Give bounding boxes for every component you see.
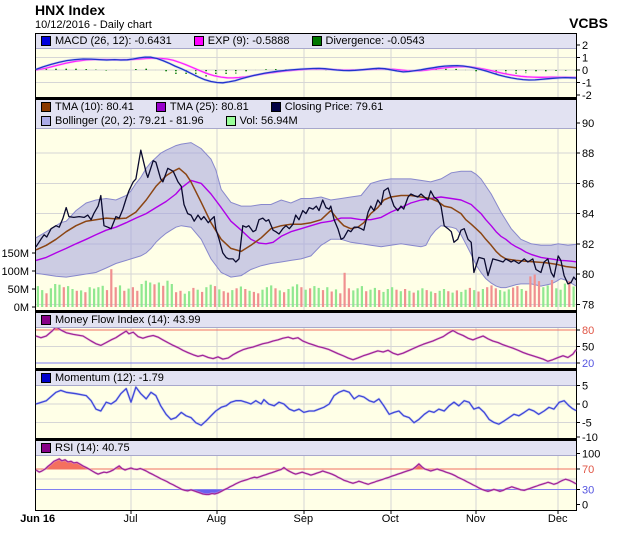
svg-text:0: 0 <box>582 65 588 77</box>
rsi-series-swatch-icon <box>41 443 51 453</box>
tma25-series-label: TMA (25): 80.81 <box>169 101 249 113</box>
macd-legend-row: MACD (26, 12): -0.6431 EXP (9): -0.5888 Di… <box>36 34 576 48</box>
macd-panel: 2 1 0 -1 -2 MACD (26, 12): -0.6431 EXP (9): -… <box>35 34 592 102</box>
panel-divider <box>36 310 576 313</box>
mfi-series: Money Flow Index (14): 43.99 <box>41 314 201 326</box>
tma25-series: TMA (25): 80.81 <box>155 101 249 113</box>
volume-series: Vol: 56.94M <box>225 115 298 127</box>
svg-text:78: 78 <box>582 299 594 311</box>
exp-series-label: EXP (9): -0.5888 <box>207 35 290 47</box>
svg-text:50M: 50M <box>8 284 29 296</box>
mfi-legend-row: Money Flow Index (14): 43.99 <box>36 313 576 327</box>
exp-series-swatch-icon <box>193 36 204 46</box>
svg-text:5: 5 <box>582 381 588 393</box>
svg-text:84: 84 <box>582 209 594 221</box>
svg-text:80: 80 <box>582 269 594 281</box>
closing-price-series: Closing Price: 79.61 <box>270 101 384 113</box>
svg-text:-2: -2 <box>582 90 592 102</box>
macd-series-label: MACD (26, 12): -0.6431 <box>55 35 172 47</box>
closing-price-series-swatch-icon <box>270 102 281 112</box>
svg-text:100: 100 <box>582 449 600 461</box>
mfi-series-label: Money Flow Index (14): 43.99 <box>55 314 201 326</box>
x-axis-label-jun-16: Jun 16 <box>20 513 56 525</box>
tma10-series-swatch-icon <box>41 102 51 112</box>
mfi-series-swatch-icon <box>41 315 51 325</box>
volume-series-swatch-icon <box>225 116 236 126</box>
svg-text:-10: -10 <box>582 432 598 444</box>
closing-price-series-label: Closing Price: 79.61 <box>284 101 384 113</box>
divergence-series: Divergence: -0.0543 <box>311 35 425 47</box>
svg-text:2: 2 <box>582 40 588 52</box>
page-title: HNX Index <box>35 2 106 18</box>
macd-legend: MACD (26, 12): -0.6431 EXP (9): -0.5888 Di… <box>36 34 576 49</box>
svg-text:80: 80 <box>582 325 594 337</box>
momentum-panel: 5 0 -5 -10 Momentum (12): -1.79 <box>35 371 598 444</box>
mfi-panel: 80 50 20 Money Flow Index (14): 43.99 <box>35 313 594 370</box>
main-legend-row: Bollinger (20, 2): 79.21 - 81.96 Vol: 56.… <box>36 114 576 128</box>
main-legend-row: TMA (10): 80.41 TMA (25): 80.81 Closing Pr… <box>36 100 576 114</box>
tma10-series: TMA (10): 80.41 <box>41 101 134 113</box>
mfi-plot: 80 50 20 <box>35 313 594 370</box>
tma25-series-swatch-icon <box>155 102 166 112</box>
momentum-legend-row: Momentum (12): -1.79 <box>36 371 576 385</box>
rsi-legend-row: RSI (14): 40.75 <box>36 441 576 455</box>
price-plot: 90 88 86 84 82 80 78 0M 50M 100M 150M <box>1 100 594 314</box>
macd-series-swatch-icon <box>41 36 51 46</box>
vcbs-brand-logo: VCBS <box>569 15 608 31</box>
svg-text:86: 86 <box>582 178 594 190</box>
mfi-legend: Money Flow Index (14): 43.99 <box>36 313 576 328</box>
svg-text:100M: 100M <box>1 266 29 278</box>
momentum-legend: Momentum (12): -1.79 <box>36 371 576 386</box>
panel-divider <box>36 368 576 371</box>
momentum-series-label: Momentum (12): -1.79 <box>55 372 164 384</box>
rsi-plot: 100 70 30 0 <box>35 441 600 514</box>
macd-series: MACD (26, 12): -0.6431 <box>41 35 172 47</box>
exp-series: EXP (9): -0.5888 <box>193 35 290 47</box>
svg-text:1: 1 <box>582 53 588 65</box>
bollinger-band-label: Bollinger (20, 2): 79.21 - 81.96 <box>55 115 204 127</box>
x-axis-label-sep: Sep <box>293 513 314 525</box>
divergence-series-swatch-icon <box>311 36 322 46</box>
tma10-series-label: TMA (10): 80.41 <box>55 101 134 113</box>
bollinger-band: Bollinger (20, 2): 79.21 - 81.96 <box>41 115 204 127</box>
momentum-series-swatch-icon <box>41 373 51 383</box>
chart-date-subtitle: 10/12/2016 - Daily chart <box>35 19 152 31</box>
svg-text:88: 88 <box>582 148 594 160</box>
panel-divider <box>36 97 576 100</box>
rsi-series-label: RSI (14): 40.75 <box>55 442 130 454</box>
svg-text:30: 30 <box>582 484 594 496</box>
price-legend: TMA (10): 80.41 TMA (25): 80.81 Closing Pr… <box>36 100 576 129</box>
panel-divider <box>36 438 576 441</box>
price-panel: 90 88 86 84 82 80 78 0M 50M 100M 150M TMA (10): 80… <box>1 100 594 314</box>
rsi-series: RSI (14): 40.75 <box>41 442 130 454</box>
x-axis-label-dec: Dec <box>547 513 568 525</box>
momentum-series: Momentum (12): -1.79 <box>41 372 164 384</box>
svg-text:-1: -1 <box>582 78 592 90</box>
rsi-legend: RSI (14): 40.75 <box>36 441 576 456</box>
svg-text:82: 82 <box>582 239 594 251</box>
rsi-panel: 100 70 30 0 RSI (14): 40.75 <box>35 441 600 514</box>
x-axis-label-oct: Oct <box>381 513 399 525</box>
svg-text:0: 0 <box>582 399 588 411</box>
divergence-series-label: Divergence: -0.0543 <box>325 35 425 47</box>
svg-text:-5: -5 <box>582 417 592 429</box>
x-axis-label-aug: Aug <box>206 513 227 525</box>
svg-text:0: 0 <box>582 500 588 512</box>
svg-text:90: 90 <box>582 118 594 130</box>
svg-text:50: 50 <box>582 342 594 354</box>
x-axis: Jun 16 Jul Aug Sep Oct Nov Dec <box>0 513 620 531</box>
volume-series-label: Vol: 56.94M <box>239 115 298 127</box>
chart-frame: 2 1 0 -1 -2 MACD (26, 12): -0.6431 EXP (9): -… <box>1 33 600 514</box>
svg-text:70: 70 <box>582 464 594 476</box>
bollinger-band-swatch-icon <box>41 116 51 126</box>
x-axis-label-nov: Nov <box>465 513 486 525</box>
svg-text:20: 20 <box>582 358 594 370</box>
x-axis-label-jul: Jul <box>123 513 138 525</box>
svg-text:0M: 0M <box>14 302 29 314</box>
svg-text:150M: 150M <box>1 248 29 260</box>
